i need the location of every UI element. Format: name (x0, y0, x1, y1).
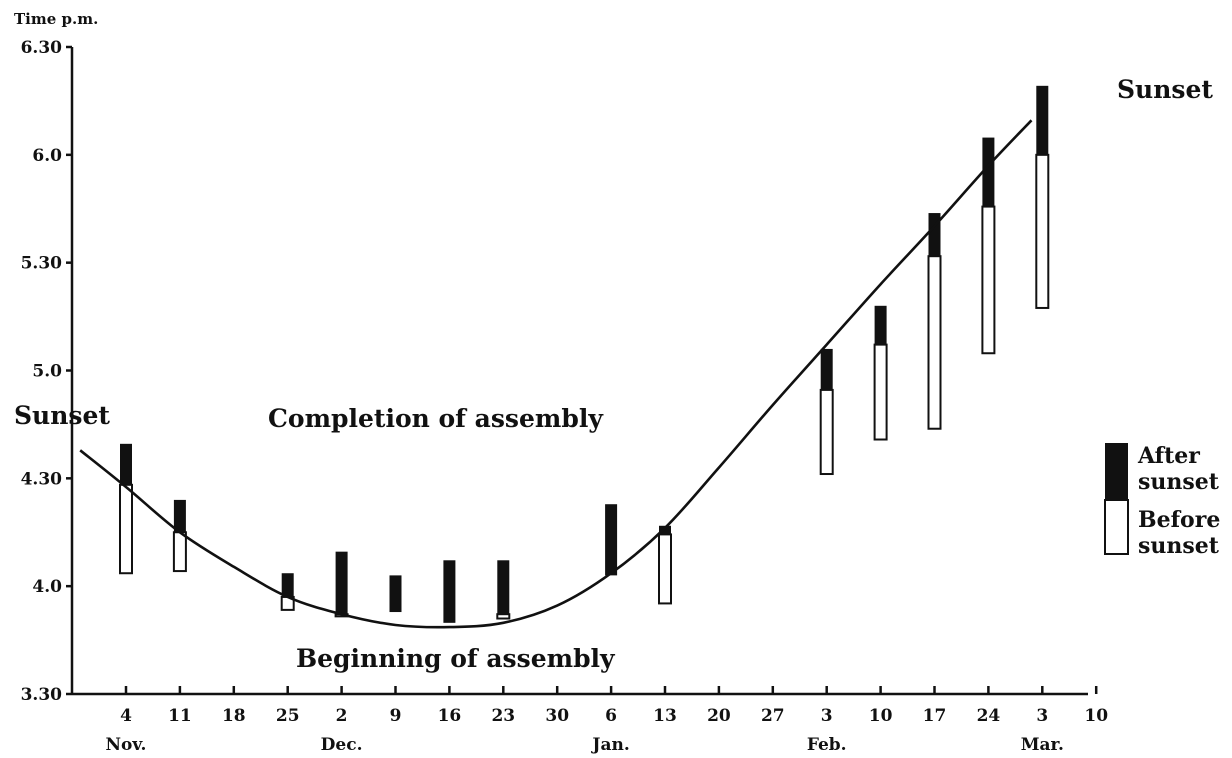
y-tick-label: 3.30 (21, 685, 63, 705)
assembly-bars (119, 85, 1050, 623)
y-axis-ticks: 3.30 4.0 4.30 5.0 5.30 6.0 6.30 (21, 38, 72, 705)
legend-before-line2: sunset (1138, 533, 1220, 559)
x-tick-label: 30 (545, 706, 569, 726)
x-tick-label: 24 (977, 706, 1001, 726)
bar-after-sunset (982, 137, 995, 207)
bar-after-sunset (173, 499, 186, 533)
x-tick-label: 3 (821, 706, 833, 726)
month-label: Feb. (807, 735, 847, 755)
x-axis-ticks: 4 11 18 25 2 9 16 23 30 6 13 20 27 3 10 17 24 3 10 (120, 686, 1108, 726)
y-tick-label: 4.30 (21, 469, 63, 489)
completion-of-assembly-label: Completion of assembly (268, 404, 604, 433)
bar-after-sunset (497, 560, 510, 615)
bar-after-sunset (281, 573, 294, 597)
x-tick-label: 4 (120, 706, 132, 726)
bar-after-sunset (659, 525, 671, 535)
legend: After sunset Before sunset (1104, 443, 1220, 559)
bar-before-sunset (981, 205, 996, 355)
month-label: Mar. (1021, 735, 1064, 755)
bar-before-sunset (873, 343, 888, 441)
bar-after-sunset (443, 560, 456, 623)
x-tick-label: 20 (707, 706, 731, 726)
x-tick-label: 13 (653, 706, 677, 726)
legend-after-line2: sunset (1138, 469, 1220, 495)
x-tick-label: 25 (276, 706, 300, 726)
x-tick-label: 3 (1036, 706, 1048, 726)
y-tick-label: 5.30 (21, 254, 63, 274)
y-axis-label: Time p.m. (14, 10, 98, 28)
y-tick-label: 5.0 (32, 362, 62, 382)
x-tick-label: 23 (491, 706, 515, 726)
x-tick-label: 18 (222, 706, 246, 726)
x-tick-label: 11 (168, 706, 192, 726)
bar-before-sunset (658, 533, 672, 605)
bar-before-sunset (927, 255, 942, 430)
sunset-label-right: Sunset (1117, 75, 1213, 104)
x-tick-label: 10 (869, 706, 893, 726)
legend-after-line1: After (1137, 443, 1200, 469)
month-label: Jan. (590, 735, 629, 755)
bar-after-sunset (874, 305, 887, 345)
bar-after-sunset (820, 348, 833, 390)
x-tick-label: 10 (1084, 706, 1108, 726)
y-tick-label: 6.30 (21, 38, 63, 58)
bar-after-sunset (1036, 85, 1049, 155)
x-tick-label: 27 (761, 706, 785, 726)
x-tick-label: 9 (390, 706, 402, 726)
bar-before-sunset (119, 483, 133, 575)
sunset-label-left: Sunset (14, 401, 110, 430)
sunset-curve (79, 119, 1033, 629)
beginning-of-assembly-label: Beginning of assembly (296, 644, 616, 673)
legend-before-sunset-swatch (1104, 499, 1129, 555)
legend-after-sunset-swatch (1105, 443, 1128, 499)
month-label: Nov. (106, 735, 147, 755)
x-tick-label: 6 (605, 706, 617, 726)
bar-before-sunset (496, 613, 511, 620)
legend-before-line1: Before (1138, 507, 1220, 533)
month-labels: Nov. Dec. Jan. Feb. Mar. (106, 735, 1064, 755)
x-tick-label: 2 (336, 706, 348, 726)
bar-before-sunset (819, 388, 834, 476)
x-tick-label: 17 (923, 706, 947, 726)
bar-after-sunset (335, 551, 348, 615)
y-tick-label: 4.0 (32, 577, 62, 597)
month-label: Dec. (321, 735, 363, 755)
y-tick-label: 6.0 (32, 146, 62, 166)
bar-after-sunset (120, 443, 132, 485)
x-tick-label: 16 (438, 706, 462, 726)
bar-after-sunset (389, 575, 402, 613)
bar-before-sunset (172, 531, 187, 573)
bar-after-sunset (605, 504, 618, 576)
bar-before-sunset (1035, 153, 1050, 309)
